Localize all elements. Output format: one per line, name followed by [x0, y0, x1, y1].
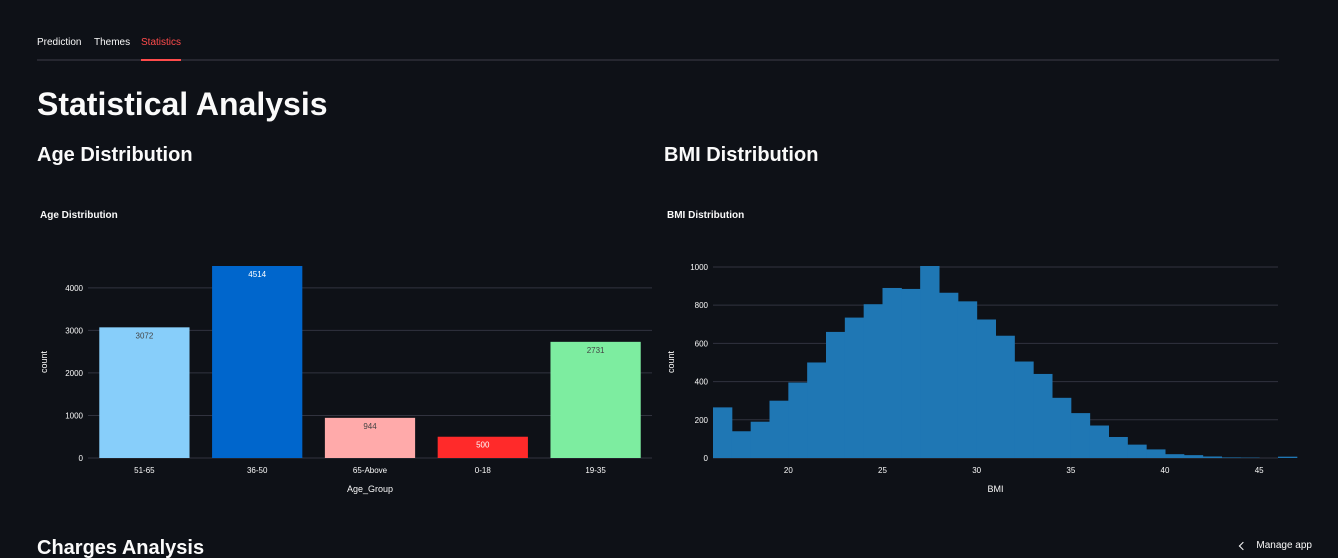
- bar-value-label: 3072: [136, 331, 154, 340]
- histogram-bar: [844, 317, 865, 458]
- bar-value-label: 4514: [248, 270, 266, 279]
- y-tick-label: 4000: [65, 284, 83, 293]
- x-tick-label: 0-18: [475, 466, 492, 475]
- bar: [324, 417, 416, 458]
- tab-themes[interactable]: Themes: [94, 37, 131, 48]
- histogram-bar: [976, 319, 996, 458]
- manage-app-label: Manage app: [1256, 540, 1312, 551]
- x-tick-label: 51-65: [134, 466, 155, 475]
- histogram-bar: [920, 266, 940, 458]
- histogram-bar: [1146, 449, 1166, 458]
- y-tick-label: 3000: [65, 326, 83, 335]
- x-tick-label: 65-Above: [353, 466, 388, 475]
- active-tab-indicator: [141, 59, 181, 61]
- histogram-bar: [1221, 457, 1241, 458]
- x-tick-label: 30: [972, 466, 981, 475]
- y-tick-label: 0: [79, 454, 84, 463]
- histogram-bar: [769, 400, 789, 458]
- x-axis-label: BMI: [987, 484, 1003, 494]
- histogram-bar: [1033, 373, 1053, 458]
- age-distribution-chart: Age Distribution 0 1000 2000 3000 4000 3072 51-…: [39, 210, 652, 494]
- histogram-bar: [731, 431, 752, 458]
- histogram-bar: [1014, 361, 1034, 458]
- bar: [99, 327, 190, 458]
- histogram-bar: [939, 292, 959, 458]
- y-axis-label: count: [666, 350, 676, 373]
- y-tick-label: 1000: [690, 263, 708, 272]
- x-tick-label: 20: [784, 466, 793, 475]
- histogram-bar: [1183, 455, 1204, 458]
- bmi-section-heading: BMI Distribution: [664, 144, 819, 166]
- histogram-bar: [750, 421, 770, 458]
- y-axis-label: count: [39, 350, 49, 373]
- bar: [550, 341, 641, 458]
- histogram-bar: [713, 407, 733, 458]
- bar-value-label: 2731: [587, 346, 605, 355]
- x-axis-label: Age_Group: [347, 484, 393, 494]
- manage-app-button[interactable]: Manage app: [1239, 540, 1312, 551]
- age-section-heading: Age Distribution: [37, 144, 193, 166]
- bar-value-label: 500: [476, 441, 490, 450]
- bar: [437, 436, 528, 458]
- charges-section-heading: Charges Analysis: [37, 537, 205, 558]
- x-tick-label: 25: [878, 466, 887, 475]
- histogram-bar: [995, 335, 1015, 458]
- histogram-bar: [1052, 397, 1072, 458]
- histogram-bar: [1165, 454, 1185, 458]
- chevron-left-icon: [1239, 541, 1248, 551]
- chart-title: Age Distribution: [40, 210, 118, 221]
- tab-statistics[interactable]: Statistics: [141, 37, 182, 48]
- histogram-bar: [957, 301, 978, 458]
- y-tick-label: 400: [695, 378, 709, 387]
- histogram-bar: [863, 304, 883, 458]
- y-tick-label: 2000: [65, 369, 83, 378]
- histogram-bar: [1089, 425, 1109, 458]
- histogram-bar: [1278, 456, 1298, 458]
- bar-value-label: 944: [363, 422, 377, 431]
- histogram-bar: [1070, 413, 1091, 458]
- page-title: Statistical Analysis: [37, 86, 328, 122]
- histogram-bar: [1127, 444, 1147, 458]
- y-tick-label: 1000: [65, 411, 83, 420]
- y-tick-label: 800: [695, 301, 709, 310]
- bmi-distribution-chart: BMI Distribution 0 200 400 600 800 1000 20 25 30 3…: [666, 210, 1298, 494]
- tab-prediction[interactable]: Prediction: [37, 37, 82, 48]
- x-tick-label: 35: [1066, 466, 1075, 475]
- y-tick-label: 0: [704, 454, 709, 463]
- histogram-bar: [901, 288, 921, 458]
- y-tick-label: 600: [695, 339, 709, 348]
- y-tick-label: 200: [695, 416, 709, 425]
- x-tick-label: 40: [1161, 466, 1170, 475]
- histogram-bar: [1202, 456, 1222, 458]
- x-tick-label: 19-35: [585, 466, 606, 475]
- chart-title: BMI Distribution: [667, 210, 744, 221]
- histogram-bar: [882, 287, 902, 458]
- bar: [212, 266, 303, 458]
- histogram-bar: [788, 382, 808, 458]
- x-tick-label: 36-50: [247, 466, 268, 475]
- histogram-bar: [807, 362, 827, 458]
- histogram-bar: [1108, 436, 1128, 458]
- histogram-bar: [826, 331, 846, 458]
- tab-bar: Prediction Themes Statistics: [37, 30, 1279, 61]
- x-tick-label: 45: [1255, 466, 1264, 475]
